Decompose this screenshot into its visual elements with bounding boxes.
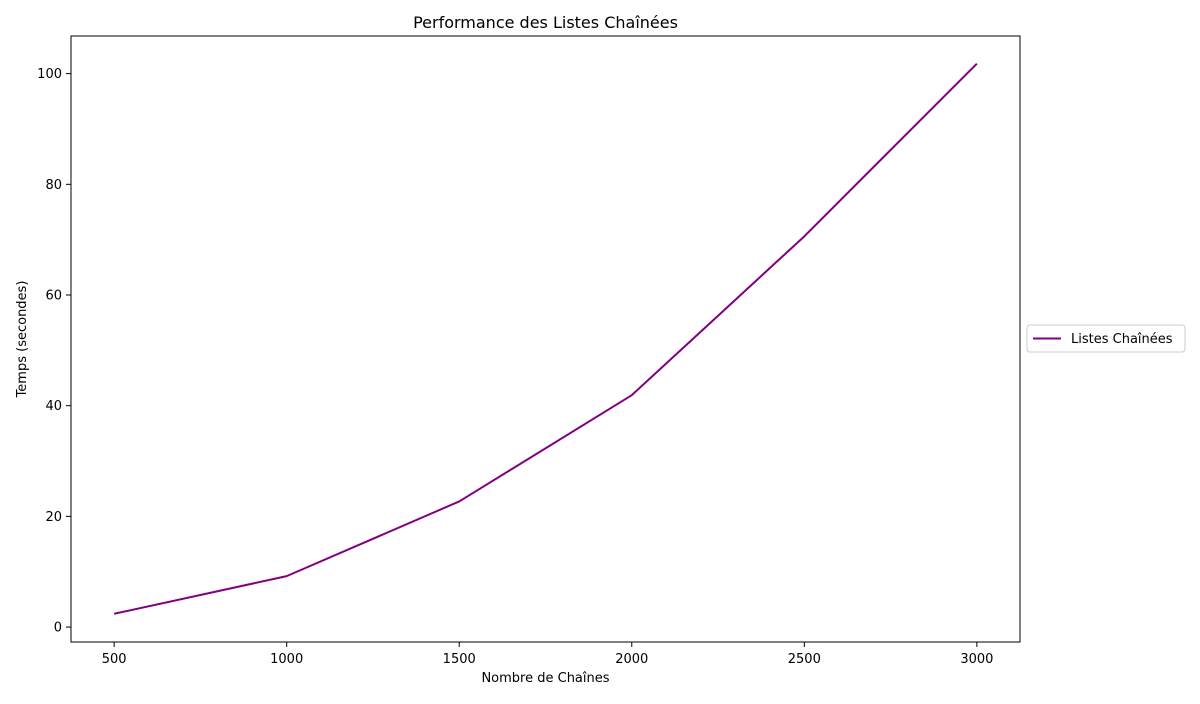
axes: 500 1000 1500 2000 2500 3000 0 20 40 60 80 100: [37, 35, 1021, 667]
x-tick-label: 500: [102, 652, 127, 667]
y-axis-label: Temps (secondes): [15, 281, 30, 399]
x-axis-label: Nombre de Chaînes: [481, 671, 609, 686]
y-tick-label: 40: [45, 399, 62, 414]
x-tick-label: 3000: [960, 652, 993, 667]
y-tick-label: 0: [54, 621, 62, 636]
chart-title: Performance des Listes Chaînées: [413, 13, 678, 32]
y-tick-label: 100: [37, 67, 62, 82]
legend-label: Listes Chaînées: [1071, 332, 1173, 347]
legend: Listes Chaînées: [1026, 324, 1186, 353]
x-tick-label: 2000: [615, 652, 648, 667]
x-tick-label: 2500: [788, 652, 821, 667]
x-tick-label: 1000: [270, 652, 303, 667]
y-tick-label: 80: [45, 178, 62, 193]
y-tick-label: 20: [45, 510, 62, 525]
legend-box: [1026, 324, 1186, 353]
plot-area: [113, 62, 978, 615]
series-line-0: [113, 62, 978, 615]
plot-frame: [70, 35, 1021, 643]
x-tick-label: 1500: [443, 652, 476, 667]
y-tick-label: 60: [45, 289, 62, 304]
